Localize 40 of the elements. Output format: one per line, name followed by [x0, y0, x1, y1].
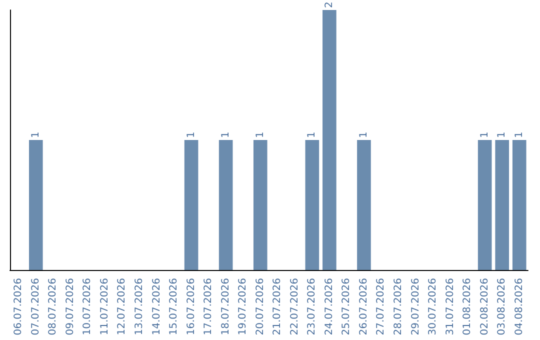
x-tick-label: 31.07.2026: [444, 278, 456, 336]
x-tick-label: 29.07.2026: [410, 278, 422, 336]
x-tick-label: 28.07.2026: [393, 278, 404, 336]
x-tick-label: 19.07.2026: [238, 278, 249, 336]
x-tick-label: 07.07.2026: [30, 278, 42, 336]
data-label: 1: [220, 132, 232, 138]
x-tick-label: 21.07.2026: [272, 278, 284, 336]
x-tick-label: 18.07.2026: [220, 278, 232, 336]
x-tick-label: 27.07.2026: [376, 278, 387, 336]
x-tick-label: 11.07.2026: [99, 278, 110, 336]
x-tick-label: 04.08.2026: [514, 278, 525, 336]
x-tick-label: 08.07.2026: [48, 278, 59, 336]
x-tick-label: 30.07.2026: [428, 278, 439, 336]
data-label: 1: [186, 132, 197, 138]
x-tick-label: 17.07.2026: [203, 278, 214, 336]
x-tick-label: 22.07.2026: [289, 278, 300, 336]
x-tick-label: 02.08.2026: [479, 278, 490, 336]
x-tick-label: 01.08.2026: [462, 278, 474, 336]
x-tick-label: 10.07.2026: [82, 278, 94, 336]
data-label: 1: [254, 132, 266, 138]
x-tick-label: 06.07.2026: [13, 278, 24, 336]
x-tick-label: 14.07.2026: [151, 278, 162, 336]
x-tick-label: 24.07.2026: [324, 278, 335, 336]
x-tick-label: 12.07.2026: [116, 278, 128, 336]
data-label: 1: [514, 132, 525, 138]
x-tick-label: 16.07.2026: [186, 278, 197, 336]
data-label: 2: [324, 2, 335, 8]
x-tick-label: 23.07.2026: [306, 278, 318, 336]
data-label: 1: [358, 132, 370, 138]
x-tick-label: 03.08.2026: [496, 278, 508, 336]
data-label: 1: [306, 132, 318, 138]
data-label: 1: [30, 132, 42, 138]
x-tick-label: 25.07.2026: [341, 278, 352, 336]
x-tick-label: 09.07.2026: [64, 278, 76, 336]
x-tick-label: 20.07.2026: [254, 278, 266, 336]
data-label: 1: [479, 132, 490, 138]
x-tick-label: 13.07.2026: [134, 278, 145, 336]
data-label: 1: [496, 132, 508, 138]
x-tick-label: 26.07.2026: [358, 278, 370, 336]
x-tick-label: 15.07.2026: [168, 278, 180, 336]
